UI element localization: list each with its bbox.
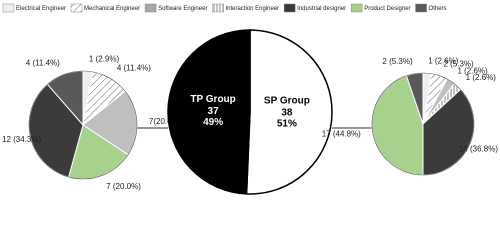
slice-label: TP Group (190, 94, 235, 105)
slice-label: 37 (208, 106, 220, 117)
slice-label: 49% (203, 117, 223, 128)
pie-outline (371, 72, 475, 176)
pie-outline (28, 70, 138, 180)
legend-swatch (2, 3, 15, 13)
legend-swatch (350, 3, 363, 13)
slice-label: SP Group (264, 95, 310, 106)
legend-label: Product Designer (364, 6, 410, 12)
data-label: 7(20.0%) (149, 117, 182, 126)
legend-label: Interaction Engineer (225, 6, 279, 12)
data-label: 4 (11.4%) (117, 63, 151, 72)
legend-label: Software Engineer (158, 6, 207, 12)
chart: Electrical Engineer Mechanical Engineer So… (2, 3, 498, 195)
data-label: 2 (5.3%) (382, 57, 413, 66)
data-label: 7 (20.0%) (106, 182, 141, 191)
data-label: 4 (11.4%) (26, 58, 60, 67)
data-label: 17 (44.8%) (322, 129, 361, 138)
pie-slice (167, 29, 251, 195)
pie-slice (245, 29, 333, 195)
legend-label: Industrial designer (297, 6, 346, 12)
data-label: 1 (2.9%) (89, 54, 120, 63)
slice-label: 38 (281, 107, 293, 118)
data-label: 14 (36.8%) (459, 144, 498, 153)
data-label: 2 (5.3%) (443, 60, 474, 69)
legend-swatch (70, 3, 83, 13)
slice-label: 51% (277, 118, 297, 129)
data-label: 12 (34.3%) (2, 135, 41, 144)
legend-label: Electrical Engineer (16, 6, 66, 12)
legend-swatch (283, 3, 296, 13)
legend-swatch (415, 3, 427, 13)
legend-label: Mechanical Engineer (84, 6, 140, 12)
legend-swatch (212, 3, 224, 13)
legend-swatch (144, 3, 157, 13)
data-label: 1 (2.6%) (457, 66, 488, 75)
data-label: 1 (2.6%) (466, 73, 497, 82)
data-label: 1 (2.6%) (428, 56, 459, 65)
legend-label: Others (429, 6, 447, 12)
